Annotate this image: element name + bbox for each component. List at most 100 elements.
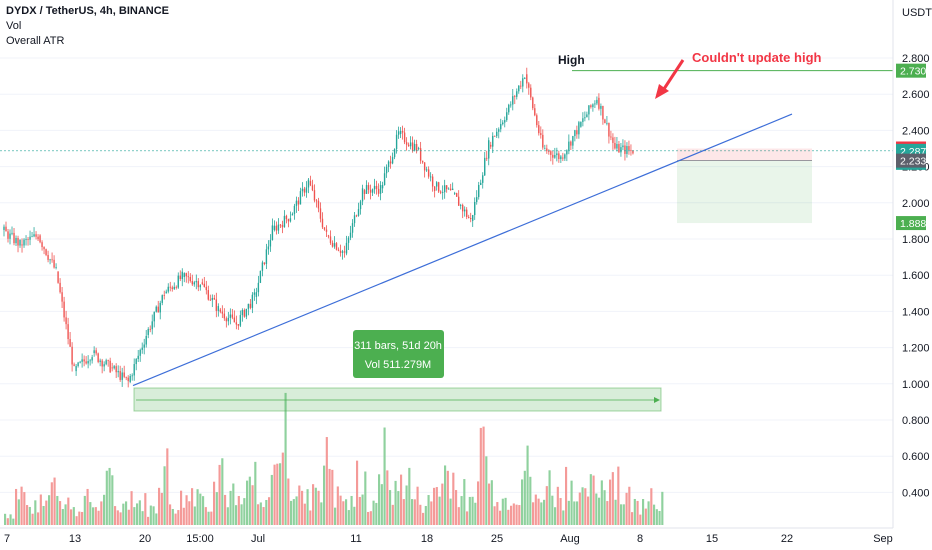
- candle-body: [578, 122, 580, 135]
- candle-body: [381, 185, 384, 189]
- candle-body: [9, 233, 11, 239]
- candle-body: [333, 243, 336, 247]
- candle-body: [123, 372, 125, 377]
- price-axis-tick: 0.400: [902, 487, 930, 499]
- candle-body: [580, 122, 582, 127]
- candle-body: [451, 188, 454, 191]
- candle-body: [568, 141, 570, 151]
- symbol-title[interactable]: DYDX / TetherUS, 4h, BINANCE: [6, 5, 169, 17]
- candle-body: [325, 229, 328, 232]
- volume-bar: [411, 499, 414, 525]
- candle-body: [217, 306, 220, 311]
- stop-zone: [677, 148, 812, 161]
- candle-body: [522, 78, 524, 87]
- volume-bar: [202, 496, 205, 525]
- price-axis-tick: 2.000: [902, 198, 930, 210]
- volume-bar: [452, 472, 455, 525]
- candle-body: [588, 105, 590, 115]
- price-axis-tick: 0.800: [902, 415, 930, 427]
- candle-body: [614, 142, 616, 149]
- candle-body: [538, 125, 540, 134]
- candle-body: [233, 317, 236, 323]
- volume-bar: [413, 499, 416, 525]
- candle-body: [301, 188, 304, 192]
- candle-body: [618, 144, 620, 153]
- volume-bar: [26, 505, 29, 525]
- candle-body: [365, 185, 368, 194]
- candle-body: [307, 179, 310, 188]
- volume-bar: [389, 490, 392, 525]
- volume-bar: [229, 490, 232, 525]
- candle-body: [259, 270, 262, 283]
- candle-body: [97, 353, 99, 362]
- candle-body: [592, 104, 594, 108]
- candle-body: [219, 309, 222, 312]
- volume-bar: [276, 463, 279, 525]
- volume-bar: [103, 494, 106, 525]
- candle-body: [189, 276, 191, 282]
- volume-bar: [438, 496, 441, 525]
- volume-bar: [325, 437, 328, 525]
- volume-bar: [81, 511, 84, 525]
- candle-body: [496, 131, 498, 137]
- volume-bar: [119, 512, 122, 525]
- candle-body: [81, 359, 83, 362]
- candle-body: [275, 225, 278, 231]
- price-marker-label: 2.730: [900, 66, 926, 78]
- candle-body: [439, 191, 442, 193]
- volume-bar: [9, 514, 12, 525]
- volume-bar: [353, 506, 356, 525]
- candle-body: [363, 190, 366, 194]
- candle-body: [59, 282, 61, 293]
- candle-body: [433, 186, 436, 192]
- candle-body: [33, 234, 35, 237]
- volume-bar: [149, 505, 152, 525]
- volume-bar: [92, 507, 95, 525]
- candle-body: [11, 232, 13, 234]
- volume-bar: [59, 501, 62, 525]
- volume-bar: [122, 503, 125, 525]
- volume-bar: [424, 505, 427, 525]
- volume-bar: [287, 478, 290, 525]
- volume-bar: [6, 518, 9, 525]
- volume-bar: [312, 484, 315, 525]
- volume-bar: [628, 486, 631, 525]
- time-axis-tick: 11: [350, 533, 361, 545]
- candle-body: [183, 273, 185, 278]
- volume-bar: [279, 463, 282, 525]
- candle-body: [229, 314, 232, 318]
- volume-bar: [493, 506, 496, 525]
- candle-body: [125, 376, 127, 378]
- volume-bar: [430, 501, 433, 525]
- candle-body: [407, 144, 410, 147]
- candle-body: [201, 282, 204, 284]
- atr-indicator-label[interactable]: Overall ATR: [6, 35, 65, 47]
- candle-body: [435, 182, 438, 187]
- candle-body: [558, 153, 560, 159]
- volume-bar: [20, 486, 23, 525]
- candle-body: [574, 130, 576, 137]
- volume-bar: [295, 496, 298, 525]
- volume-bar: [281, 452, 284, 525]
- candle-body: [69, 339, 71, 347]
- volume-bar: [100, 501, 103, 525]
- price-marker: [896, 216, 926, 231]
- volume-indicator-label[interactable]: Vol: [6, 20, 22, 32]
- candle-body: [431, 176, 434, 187]
- candle-body: [459, 204, 462, 206]
- volume-bar: [554, 507, 557, 525]
- candle-body: [453, 193, 456, 194]
- volume-bar: [559, 498, 562, 525]
- candle-body: [377, 188, 380, 194]
- candle-body: [175, 286, 177, 288]
- volume-bar: [155, 513, 158, 525]
- volume-bar: [405, 485, 408, 525]
- volume-bar: [562, 510, 565, 525]
- candle-body: [165, 291, 167, 294]
- candle-body: [474, 201, 476, 216]
- volume-bar: [17, 499, 20, 525]
- candle-body: [536, 115, 538, 126]
- volume-bar: [262, 507, 265, 525]
- candle-body: [237, 324, 240, 326]
